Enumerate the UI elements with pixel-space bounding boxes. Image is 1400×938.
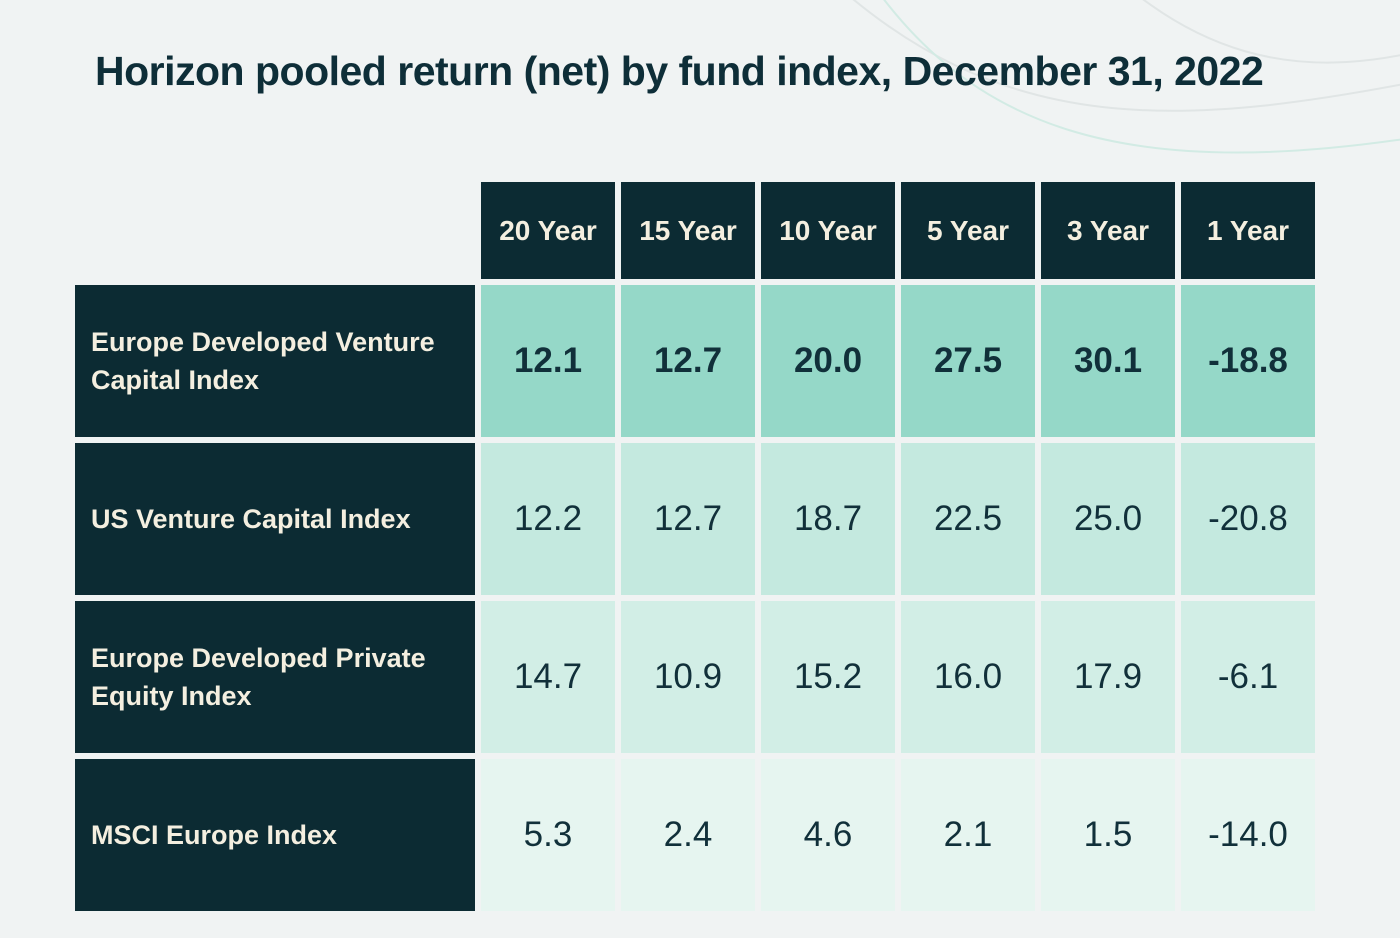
table-cell: 5.3 — [481, 759, 615, 911]
table-cell: 27.5 — [901, 285, 1035, 437]
column-header-15-year: 15 Year — [621, 182, 755, 279]
row-label-europe-developed-venture-capital: Europe Developed Venture Capital Index — [75, 285, 475, 437]
column-header-1-year: 1 Year — [1181, 182, 1315, 279]
table-cell: 18.7 — [761, 443, 895, 595]
table-cell: 4.6 — [761, 759, 895, 911]
table-cell: 30.1 — [1041, 285, 1175, 437]
table-cell: 20.0 — [761, 285, 895, 437]
column-header-10-year: 10 Year — [761, 182, 895, 279]
table-cell: -14.0 — [1181, 759, 1315, 911]
column-header-20-year: 20 Year — [481, 182, 615, 279]
table-corner-spacer — [75, 182, 475, 279]
row-label-europe-developed-private-equity: Europe Developed Private Equity Index — [75, 601, 475, 753]
column-header-3-year: 3 Year — [1041, 182, 1175, 279]
row-label-us-venture-capital: US Venture Capital Index — [75, 443, 475, 595]
table-cell: 2.1 — [901, 759, 1035, 911]
table-cell: 1.5 — [1041, 759, 1175, 911]
page-title: Horizon pooled return (net) by fund inde… — [95, 48, 1264, 94]
table-cell: 12.2 — [481, 443, 615, 595]
table-cell: 12.7 — [621, 285, 755, 437]
table-cell: 12.7 — [621, 443, 755, 595]
table-cell: 14.7 — [481, 601, 615, 753]
table-cell: 10.9 — [621, 601, 755, 753]
table-cell: 17.9 — [1041, 601, 1175, 753]
table-cell: 25.0 — [1041, 443, 1175, 595]
column-header-5-year: 5 Year — [901, 182, 1035, 279]
table-cell: -20.8 — [1181, 443, 1315, 595]
table-cell: 22.5 — [901, 443, 1035, 595]
row-label-msci-europe: MSCI Europe Index — [75, 759, 475, 911]
table-cell: 16.0 — [901, 601, 1035, 753]
table-cell: -6.1 — [1181, 601, 1315, 753]
table-cell: -18.8 — [1181, 285, 1315, 437]
table-cell: 2.4 — [621, 759, 755, 911]
table-cell: 12.1 — [481, 285, 615, 437]
table-cell: 15.2 — [761, 601, 895, 753]
returns-table: 20 Year 15 Year 10 Year 5 Year 3 Year 1 … — [75, 182, 1315, 911]
